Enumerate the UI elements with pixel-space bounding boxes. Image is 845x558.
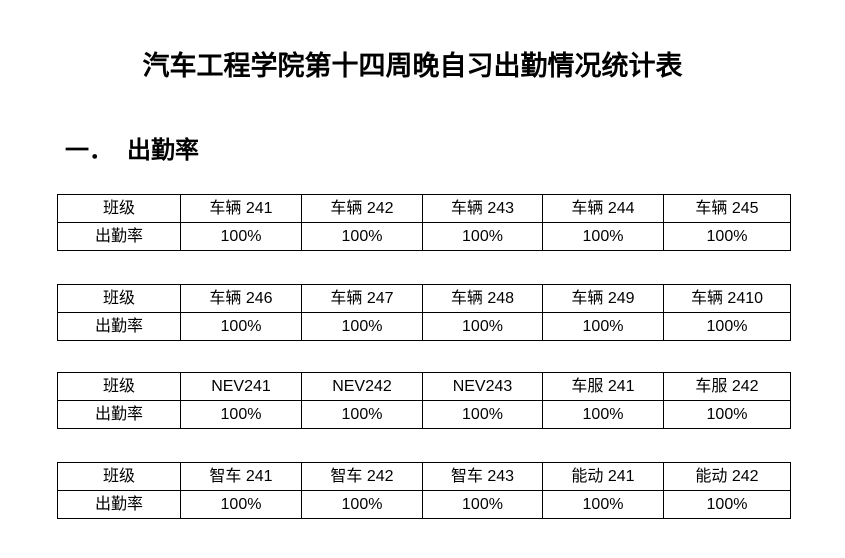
class-name-cell: 车辆 242	[301, 194, 423, 223]
rate-row-label: 出勤率	[57, 400, 181, 429]
rate-cell: 100%	[663, 400, 791, 429]
class-name-cell: 车服 241	[542, 372, 664, 401]
rate-row-label: 出勤率	[57, 312, 181, 341]
section-heading: 一． 出勤率	[65, 138, 199, 164]
rate-cell: 100%	[301, 400, 423, 429]
rate-cell: 100%	[542, 312, 664, 341]
rate-cell: 100%	[542, 400, 664, 429]
rate-row: 出勤率 100% 100% 100% 100% 100%	[57, 400, 791, 429]
rate-cell: 100%	[301, 490, 423, 519]
rate-cell: 100%	[422, 222, 543, 251]
rate-cell: 100%	[663, 222, 791, 251]
rate-cell: 100%	[180, 490, 302, 519]
class-name-cell: 车辆 244	[542, 194, 664, 223]
rate-cell: 100%	[301, 222, 423, 251]
class-name-cell: 车辆 248	[422, 284, 543, 313]
rate-row: 出勤率 100% 100% 100% 100% 100%	[57, 312, 791, 341]
class-name-cell: 车辆 249	[542, 284, 664, 313]
class-name-cell: 能动 241	[542, 462, 664, 491]
class-name-cell: NEV241	[180, 372, 302, 401]
rate-cell: 100%	[180, 222, 302, 251]
class-row-label: 班级	[57, 284, 181, 313]
rate-cell: 100%	[663, 490, 791, 519]
attendance-table-4: 班级 智车 241 智车 242 智车 243 能动 241 能动 242 出勤率 100% 1…	[57, 462, 791, 519]
class-row-label: 班级	[57, 372, 181, 401]
class-row: 班级 智车 241 智车 242 智车 243 能动 241 能动 242	[57, 462, 791, 491]
attendance-table-1: 班级 车辆 241 车辆 242 车辆 243 车辆 244 车辆 245 出勤率 100% 1…	[57, 194, 791, 251]
rate-cell: 100%	[422, 400, 543, 429]
class-name-cell: 车辆 246	[180, 284, 302, 313]
class-row-label: 班级	[57, 194, 181, 223]
rate-cell: 100%	[301, 312, 423, 341]
class-name-cell: 车辆 241	[180, 194, 302, 223]
section-label: 出勤率	[127, 137, 199, 164]
class-row-label: 班级	[57, 462, 181, 491]
class-name-cell: NEV242	[301, 372, 423, 401]
rate-cell: 100%	[663, 312, 791, 341]
rate-cell: 100%	[422, 490, 543, 519]
class-name-cell: 能动 242	[663, 462, 791, 491]
rate-row-label: 出勤率	[57, 222, 181, 251]
rate-row-label: 出勤率	[57, 490, 181, 519]
class-name-cell: NEV243	[422, 372, 543, 401]
page-title: 汽车工程学院第十四周晚自习出勤情况统计表	[142, 51, 683, 81]
rate-cell: 100%	[422, 312, 543, 341]
rate-cell: 100%	[542, 490, 664, 519]
class-name-cell: 车服 242	[663, 372, 791, 401]
class-row: 班级 车辆 241 车辆 242 车辆 243 车辆 244 车辆 245	[57, 194, 791, 223]
attendance-table-2: 班级 车辆 246 车辆 247 车辆 248 车辆 249 车辆 2410 出勤率 100%…	[57, 284, 791, 341]
class-name-cell: 车辆 245	[663, 194, 791, 223]
class-name-cell: 智车 241	[180, 462, 302, 491]
class-name-cell: 智车 242	[301, 462, 423, 491]
class-row: 班级 车辆 246 车辆 247 车辆 248 车辆 249 车辆 2410	[57, 284, 791, 313]
rate-row: 出勤率 100% 100% 100% 100% 100%	[57, 222, 791, 251]
class-name-cell: 车辆 243	[422, 194, 543, 223]
class-name-cell: 车辆 2410	[663, 284, 791, 313]
class-row: 班级 NEV241 NEV242 NEV243 车服 241 车服 242	[57, 372, 791, 401]
section-number: 一．	[65, 137, 113, 164]
attendance-table-3: 班级 NEV241 NEV242 NEV243 车服 241 车服 242 出勤率 100% 1…	[57, 372, 791, 429]
rate-cell: 100%	[180, 400, 302, 429]
rate-cell: 100%	[542, 222, 664, 251]
rate-row: 出勤率 100% 100% 100% 100% 100%	[57, 490, 791, 519]
class-name-cell: 车辆 247	[301, 284, 423, 313]
class-name-cell: 智车 243	[422, 462, 543, 491]
rate-cell: 100%	[180, 312, 302, 341]
